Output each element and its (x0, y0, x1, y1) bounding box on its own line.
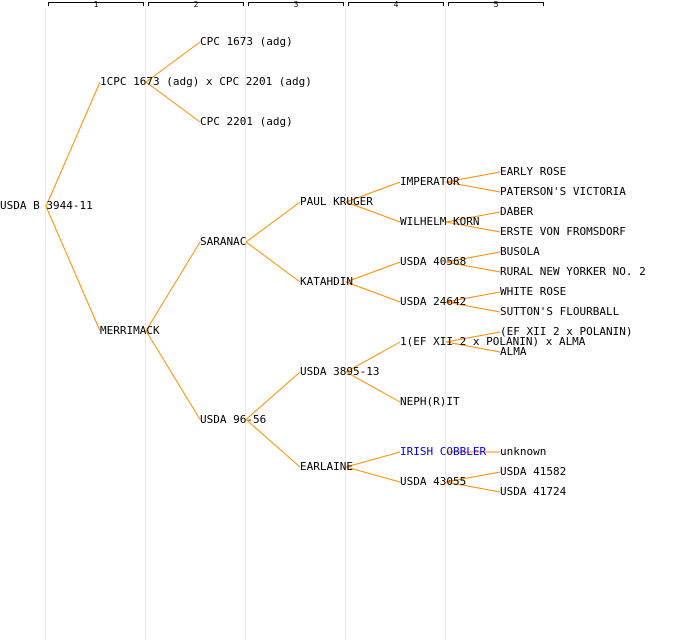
generation-guide-5 (445, 8, 446, 640)
connector-usda-24642-to-suttons-flourball (445, 301, 501, 313)
connector-usda-b-3944-11-to-merrimack (45, 206, 101, 331)
connector-katahdin-to-usda-24642 (345, 281, 401, 303)
generation-number-1: 1 (93, 0, 99, 9)
node-usda-b-3944-11: USDA B 3944-11 (0, 199, 93, 213)
generation-bracket-3 (248, 2, 344, 6)
connector-saranac-to-paul-kruger (245, 201, 301, 243)
node-irish-cobbler[interactable]: IRISH COBBLER (400, 445, 487, 458)
connector-cross-cpc1673-cpc2201-to-cpc-1673 (145, 41, 201, 83)
connector-saranac-to-katahdin (245, 241, 301, 283)
connector-usda-40568-to-busola (445, 251, 501, 263)
connector-usda-43055-to-usda-41724 (445, 481, 501, 493)
connector-usda-24642-to-white-rose (445, 291, 501, 303)
generation-guide-1 (45, 8, 46, 640)
node-paul-kruger: PAUL KRUGER (300, 195, 373, 208)
connector-usda-96-56-to-earlaine (245, 419, 301, 468)
node-suttons-flourball: SUTTON'S FLOURBALL (500, 305, 620, 318)
generation-number-5: 5 (493, 0, 499, 9)
connector-imperator-to-patersons-victoria (445, 181, 501, 193)
connector-paul-kruger-to-imperator (345, 181, 401, 203)
node-busola: BUSOLA (500, 245, 540, 258)
node-katahdin: KATAHDIN (300, 275, 353, 288)
node-rural-new-yorker-no-2: RURAL NEW YORKER NO. 2 (500, 265, 646, 278)
node-patersons-victoria: PATERSON'S VICTORIA (500, 185, 626, 198)
node-usda-41724: USDA 41724 (500, 485, 567, 498)
generation-guide-3 (245, 8, 246, 640)
connector-earlaine-to-usda-43055 (345, 466, 401, 483)
connector-wilhelm-korn-to-daber (445, 211, 501, 223)
node-unknown: unknown (500, 445, 547, 458)
generation-bracket-5 (448, 2, 544, 6)
node-early-rose: EARLY ROSE (500, 165, 567, 178)
connector-earlaine-to-irish-cobbler (345, 451, 401, 468)
node-erste-von-fromsdorf: ERSTE VON FROMSDORF (500, 225, 626, 238)
node-saranac: SARANAC (200, 235, 247, 248)
node-usda-3895-13: USDA 3895-13 (300, 365, 380, 378)
connector-cross-ef-xii-alma-to-ef-xii-2-x-polanin (445, 331, 501, 343)
generation-bracket-4 (348, 2, 444, 6)
connector-cross-ef-xii-alma-to-alma (445, 341, 501, 353)
connector-usda-43055-to-usda-41582 (445, 471, 501, 483)
connector-katahdin-to-usda-40568 (345, 261, 401, 283)
connector-merrimack-to-usda-96-56 (145, 330, 201, 420)
node-cross-cpc1673-cpc2201: 1CPC 1673 (adg) x CPC 2201 (adg) (100, 75, 312, 88)
generation-number-2: 2 (193, 0, 199, 9)
connector-merrimack-to-saranac (145, 241, 201, 332)
generation-number-3: 3 (293, 0, 299, 9)
connector-cross-cpc1673-cpc2201-to-cpc-2201 (145, 81, 201, 123)
node-merrimack: MERRIMACK (100, 323, 160, 337)
connector-wilhelm-korn-to-erste-von-fromsdorf (445, 221, 501, 233)
node-ef-xii-2-x-polanin: (EF XII 2 x POLANIN) (500, 325, 633, 338)
generation-guide-4 (345, 8, 346, 640)
node-wilhelm-korn: WILHELM KORN (400, 215, 480, 228)
node-earlaine: EARLAINE (300, 460, 353, 473)
node-usda-24642: USDA 24642 (400, 295, 467, 308)
node-white-rose: WHITE ROSE (500, 285, 567, 298)
generation-guide-2 (145, 8, 146, 640)
connector-paul-kruger-to-wilhelm-korn (345, 201, 401, 223)
node-alma: ALMA (500, 345, 527, 358)
generation-header: 1 2 3 4 5 (0, 0, 700, 12)
connector-usda-40568-to-rural-new-yorker-no-2 (445, 261, 501, 273)
connector-usda-96-56-to-usda-3895-13 (245, 371, 301, 420)
node-cross-ef-xii-alma: 1(EF XII 2 x POLANIN) x ALMA (400, 335, 586, 348)
generation-bracket-1 (48, 2, 144, 6)
generation-bracket-2 (148, 2, 244, 6)
connector-usda-b-3944-11-to-cross-cpc1673-cpc2201 (45, 81, 101, 207)
connector-imperator-to-early-rose (445, 171, 501, 183)
node-usda-40568: USDA 40568 (400, 255, 467, 268)
node-daber: DABER (500, 205, 534, 218)
node-usda-41582: USDA 41582 (500, 465, 567, 478)
node-imperator: IMPERATOR (400, 175, 460, 188)
node-usda-43055: USDA 43055 (400, 475, 467, 488)
connector-usda-3895-13-to-cross-ef-xii-alma (345, 341, 401, 373)
node-usda-96-56: USDA 96-56 (200, 412, 267, 426)
connector-usda-3895-13-to-nephrit (345, 371, 401, 403)
generation-number-4: 4 (393, 0, 399, 9)
node-cpc-1673: CPC 1673 (adg) (200, 35, 293, 48)
node-cpc-2201: CPC 2201 (adg) (200, 115, 293, 128)
node-nephrit: NEPH(R)IT (400, 395, 460, 408)
